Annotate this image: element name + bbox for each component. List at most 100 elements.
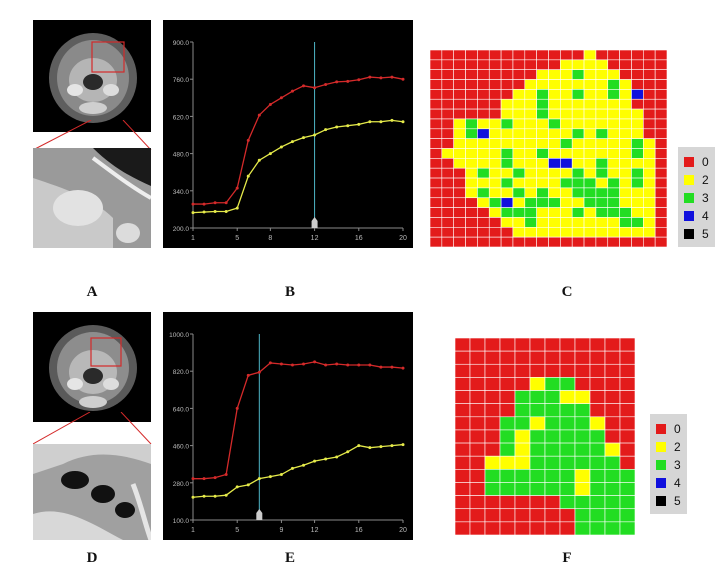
chart-svg-e: 100.0 280.0 460.0 640.0 820.0 1000.0 1 5 9 12 16 20 bbox=[169, 332, 407, 534]
grid-cell bbox=[560, 69, 573, 80]
grid-svg-f bbox=[454, 337, 636, 536]
grid-cell bbox=[619, 363, 636, 378]
grid-cell bbox=[477, 118, 490, 130]
grid-cell bbox=[429, 158, 443, 169]
grid-cell bbox=[465, 108, 478, 120]
grid-cell bbox=[595, 158, 609, 169]
grid-cell bbox=[488, 118, 502, 130]
grid-cell bbox=[654, 49, 668, 61]
grid-cell bbox=[574, 337, 591, 352]
panel-label-c: C bbox=[561, 284, 573, 300]
grid-cell bbox=[465, 138, 478, 149]
grid-cell bbox=[484, 337, 501, 352]
grid-cell bbox=[548, 59, 561, 71]
grid-cell bbox=[544, 508, 561, 523]
grid-cell bbox=[529, 350, 546, 365]
grid-cell bbox=[524, 118, 537, 130]
data-point bbox=[268, 475, 272, 479]
grid-cell bbox=[512, 59, 526, 71]
grid-cell bbox=[559, 482, 576, 496]
grid-cell bbox=[604, 390, 621, 404]
grid-cell bbox=[595, 167, 609, 179]
grid-cell bbox=[512, 227, 526, 238]
grid-cell bbox=[607, 177, 620, 189]
grid-cell bbox=[595, 89, 609, 100]
grid-cell bbox=[454, 442, 471, 457]
grid-cell bbox=[595, 59, 609, 71]
grid-cell bbox=[465, 207, 478, 218]
data-point bbox=[290, 89, 294, 93]
grid-cell bbox=[571, 49, 585, 61]
data-point bbox=[302, 362, 306, 366]
grid-cell bbox=[619, 350, 636, 365]
grid-cell bbox=[499, 363, 516, 378]
grid-cell bbox=[453, 89, 466, 100]
grid-cell bbox=[604, 429, 621, 444]
color-legend-f: 0 2 3 4 5 bbox=[650, 414, 687, 514]
grid-cell bbox=[548, 69, 561, 80]
legend-item: 5 bbox=[684, 225, 709, 243]
grid-cell bbox=[429, 227, 443, 238]
grid-cell bbox=[524, 236, 537, 248]
grid-cell bbox=[604, 337, 621, 352]
grid-cell bbox=[429, 118, 443, 130]
grid-cell bbox=[524, 69, 537, 80]
grid-cell bbox=[454, 363, 471, 378]
data-point bbox=[235, 206, 239, 210]
grid-cell bbox=[574, 403, 591, 418]
legend-swatch bbox=[684, 229, 694, 239]
zoom-connector-d bbox=[33, 412, 152, 445]
grid-cell bbox=[571, 128, 585, 139]
data-point bbox=[379, 445, 383, 449]
grid-cell bbox=[560, 177, 573, 189]
data-point bbox=[246, 373, 250, 377]
data-point bbox=[202, 202, 206, 206]
grid-cell bbox=[654, 128, 668, 139]
grid-cell bbox=[544, 337, 561, 352]
grid-cell bbox=[559, 416, 576, 431]
grid-cell bbox=[607, 158, 620, 169]
grid-cell bbox=[544, 416, 561, 431]
legend-swatch bbox=[656, 478, 666, 488]
grid-cell bbox=[488, 177, 502, 189]
grid-cell bbox=[583, 108, 597, 120]
grid-cell bbox=[524, 79, 537, 90]
grid-cell bbox=[619, 79, 632, 90]
grid-cell bbox=[631, 79, 644, 90]
grid-cell bbox=[500, 177, 514, 189]
grid-cell bbox=[453, 217, 466, 228]
y-tick-label: 480.0 bbox=[173, 152, 190, 159]
legend-label: 2 bbox=[674, 440, 681, 454]
cursor-handle[interactable] bbox=[256, 509, 263, 520]
grid-cell bbox=[619, 482, 636, 496]
grid-cell bbox=[524, 227, 537, 238]
grid-cell bbox=[536, 167, 549, 179]
grid-cell bbox=[454, 350, 471, 365]
grid-cell bbox=[607, 89, 620, 100]
data-point bbox=[324, 457, 328, 461]
mri-axial-scan-d bbox=[49, 325, 137, 411]
grid-cell bbox=[571, 79, 585, 90]
grid-cell bbox=[500, 79, 514, 90]
grid-cell bbox=[619, 187, 632, 199]
grid-cell bbox=[512, 79, 526, 90]
grid-cell bbox=[619, 108, 632, 120]
grid-cell bbox=[619, 236, 632, 248]
grid-cell bbox=[454, 469, 471, 483]
grid-cell bbox=[453, 197, 466, 208]
data-point bbox=[302, 136, 306, 140]
grid-cell bbox=[654, 236, 668, 248]
grid-cell bbox=[544, 442, 561, 457]
grid-cell bbox=[529, 469, 546, 483]
data-point bbox=[313, 459, 317, 463]
cursor-handle[interactable] bbox=[311, 217, 318, 228]
data-point bbox=[279, 96, 283, 100]
grid-cell bbox=[631, 167, 644, 179]
grid-cell bbox=[454, 521, 471, 536]
data-point bbox=[401, 120, 405, 124]
grid-cell bbox=[453, 49, 466, 61]
grid-cell bbox=[429, 128, 443, 139]
grid-cell bbox=[529, 521, 546, 536]
grid-cell bbox=[559, 469, 576, 483]
grid-cell bbox=[643, 167, 656, 179]
